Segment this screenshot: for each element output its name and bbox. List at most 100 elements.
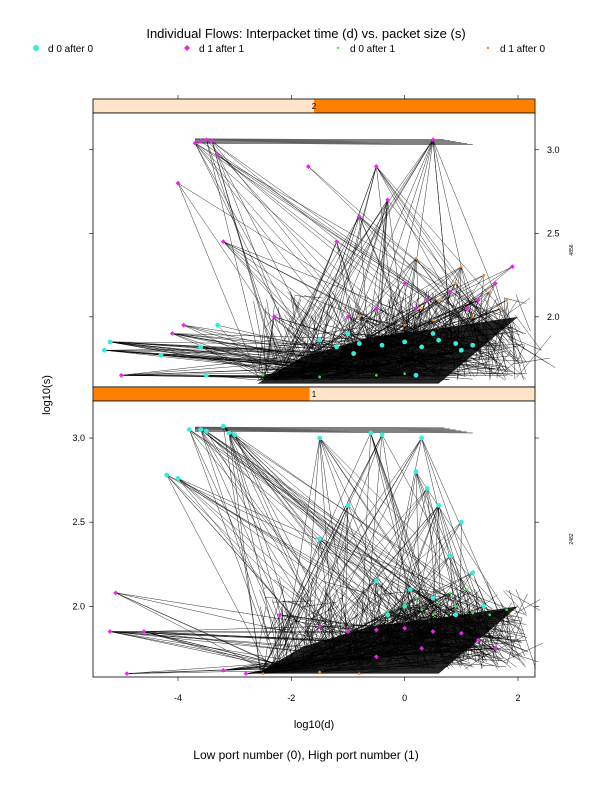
flow-line (446, 360, 492, 376)
legend-marker-dot (484, 44, 492, 55)
flow-line (449, 587, 469, 620)
flow-line (460, 578, 465, 591)
flow-line (471, 291, 483, 317)
data-point (373, 654, 379, 660)
flow-line (307, 615, 329, 636)
flow-line (421, 437, 520, 658)
flow-line (308, 305, 314, 309)
flow-line (376, 166, 510, 345)
flow-line (506, 609, 524, 635)
flow-line (308, 166, 498, 350)
data-point (419, 435, 425, 441)
flow-line (264, 325, 286, 363)
flow-line (211, 141, 281, 379)
flow-line (282, 437, 422, 670)
flow-line (302, 438, 320, 670)
flow-line (366, 331, 375, 337)
flow-line (515, 589, 527, 615)
data-point (402, 625, 408, 631)
flow-line (267, 361, 282, 364)
flow-line (441, 298, 475, 330)
chart-subtitle: Low port number (0), High port number (1… (193, 748, 419, 762)
flow-line (304, 488, 428, 663)
flow-line (376, 166, 495, 351)
flow-line (469, 304, 504, 316)
flow-line (394, 298, 439, 333)
data-point (488, 613, 491, 617)
flow-line (404, 283, 522, 365)
data-point (277, 612, 283, 618)
flow-line (403, 293, 417, 308)
flow-line (370, 432, 426, 655)
data-point (169, 331, 175, 336)
flow-line (395, 307, 413, 315)
data-point (492, 645, 498, 651)
data-point (482, 273, 486, 277)
flow-line (281, 241, 337, 381)
flow-line (485, 329, 507, 365)
flow-line (502, 344, 505, 351)
flow-line (206, 139, 287, 377)
flow-line (322, 324, 371, 337)
legend-label: d 0 after 1 (350, 44, 396, 55)
flow-line (278, 216, 360, 378)
flow-line (264, 615, 290, 639)
dense-flow-region (257, 606, 518, 674)
flow-line (298, 601, 335, 646)
data-point (345, 502, 351, 508)
flow-line (329, 609, 341, 632)
legend-marker-circle (32, 44, 40, 55)
data-point (385, 612, 391, 618)
data-point (505, 608, 508, 611)
flow-line (278, 307, 280, 324)
strip-level-bar (314, 99, 535, 113)
data-point (198, 427, 204, 433)
data-point (453, 341, 459, 346)
flow-line (109, 631, 297, 668)
x-tick-label: 0 (402, 693, 407, 703)
flow-line (223, 426, 399, 654)
data-point (215, 152, 221, 158)
flow-line (491, 595, 494, 600)
data-point (437, 298, 440, 302)
flow-line (294, 295, 323, 299)
data-point (113, 590, 119, 596)
flow-line (177, 183, 260, 381)
flow-line (274, 617, 276, 649)
flow-line (374, 601, 381, 623)
flow-line (344, 618, 383, 630)
flow-line (109, 341, 308, 378)
data-point (454, 605, 457, 608)
flow-line (420, 599, 469, 619)
flow-line (455, 283, 517, 358)
data-point (430, 595, 436, 601)
x-tick-label: -4 (174, 693, 182, 703)
flow-line (359, 432, 371, 660)
flow-line (489, 298, 497, 313)
flow-line (513, 593, 528, 622)
flow-line (262, 316, 275, 380)
flow-line (512, 357, 550, 365)
flow-line (465, 648, 496, 669)
data-point (345, 629, 351, 634)
flow-line (312, 308, 327, 327)
y-tick-label: 2.5 (72, 517, 85, 527)
legend-label: d 0 after 0 (48, 44, 94, 55)
data-point (447, 289, 453, 295)
data-point (317, 536, 323, 542)
data-point (419, 645, 425, 651)
flow-line (194, 429, 462, 432)
flow-line (279, 605, 305, 656)
flow-line (194, 427, 451, 430)
flow-line (189, 429, 458, 649)
data-point (368, 430, 374, 436)
data-point (373, 627, 379, 633)
flow-line (228, 432, 282, 670)
flow-line (493, 350, 512, 375)
flow-line (324, 488, 428, 663)
data-point (420, 608, 423, 611)
data-point (454, 282, 457, 285)
flow-line (503, 642, 544, 662)
data-point (447, 553, 453, 559)
data-point (345, 314, 351, 320)
